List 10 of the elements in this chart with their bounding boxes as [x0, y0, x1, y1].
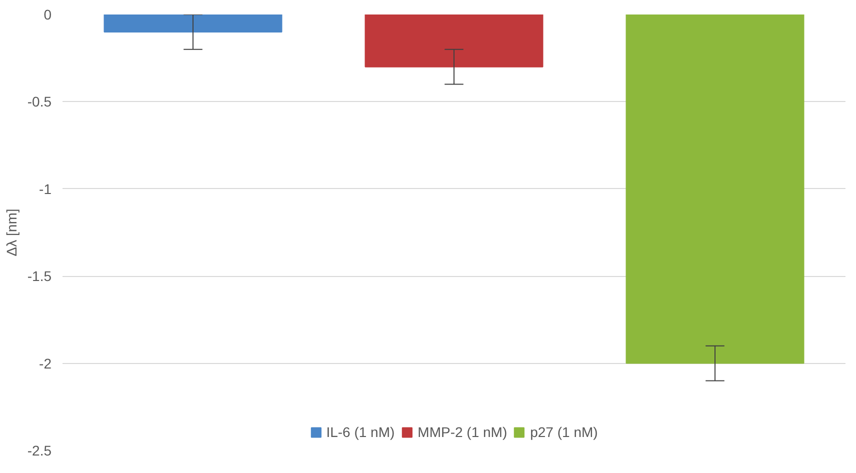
y-tick-label: -2: [39, 355, 52, 372]
y-axis-title: Δλ [nm]: [3, 208, 20, 256]
y-tick-label: 0: [44, 6, 52, 22]
y-tick-label: -0.5: [27, 94, 52, 110]
y-tick-label: -1.5: [27, 268, 52, 284]
y-tick-label: -2.5: [27, 442, 52, 458]
y-tick-label: -1: [39, 180, 52, 197]
legend-label: IL-6 (1 nM): [326, 424, 395, 440]
legend-label: MMP-2 (1 nM): [418, 424, 508, 440]
legend-label: p27 (1 nM): [530, 424, 598, 440]
